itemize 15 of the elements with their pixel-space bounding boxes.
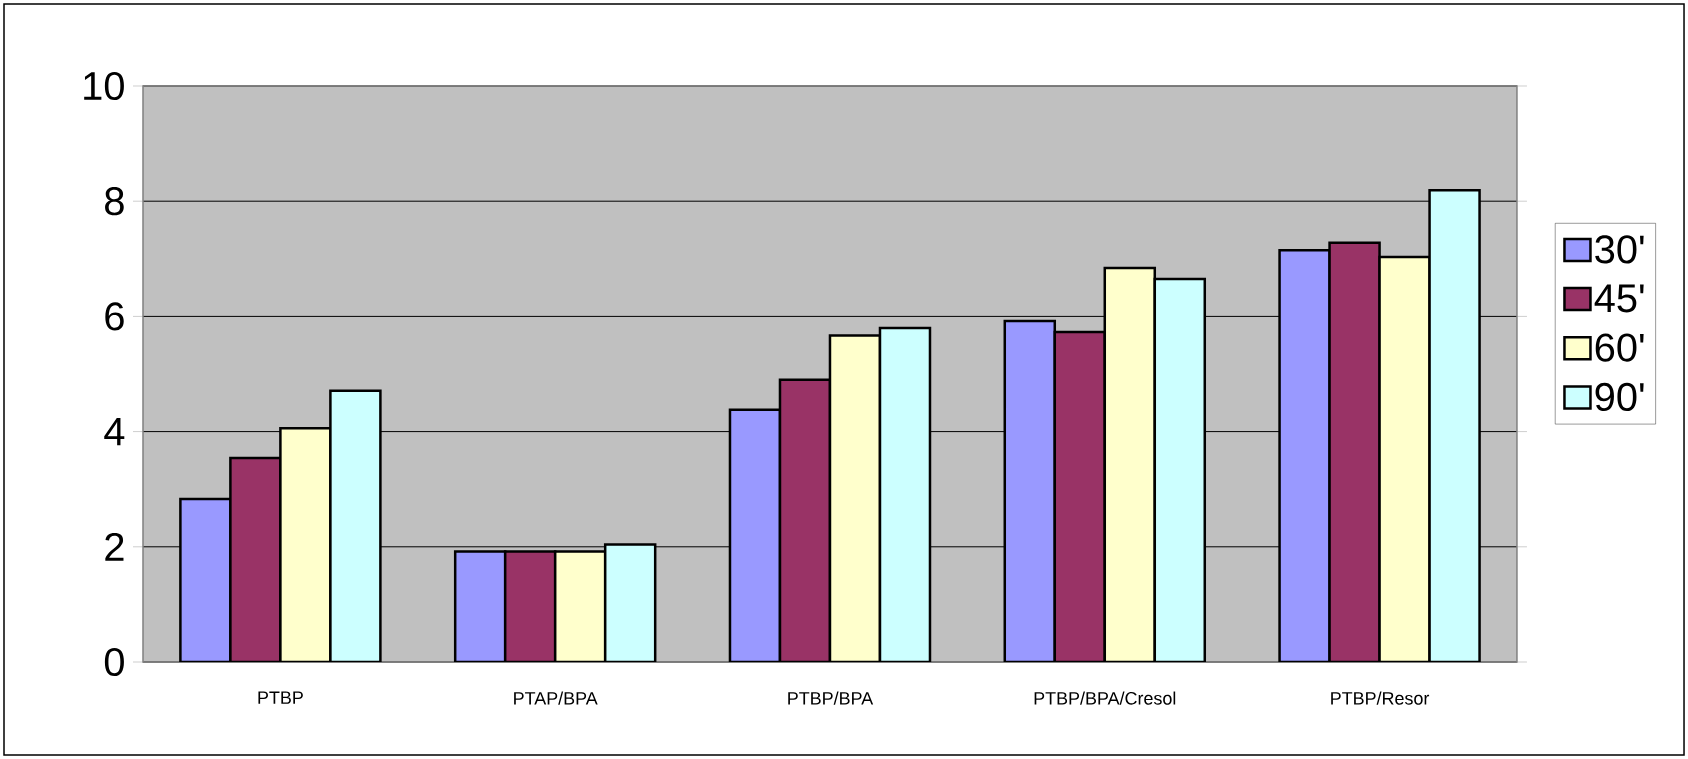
y-tick-label: 8 <box>105 187 124 216</box>
y-tick-label: 2 <box>105 532 124 561</box>
legend-label: 90' <box>1595 382 1644 411</box>
x-tick-label: PTBP/Resor <box>1331 691 1430 705</box>
x-tick-label: PTBP/BPA <box>788 691 874 705</box>
x-tick-label: PTBP/BPA/Cresol <box>1034 691 1176 705</box>
legend-label: 30' <box>1595 235 1644 264</box>
legend-label: 45' <box>1594 284 1644 313</box>
x-tick-label: PTBP <box>258 691 303 704</box>
y-tick-label: 10 <box>84 71 124 101</box>
y-tick-label: 6 <box>105 302 124 331</box>
y-tick-label: 4 <box>104 417 125 446</box>
legend-label: 60' <box>1595 333 1644 362</box>
x-tick-label: PTAP/BPA <box>514 691 598 705</box>
y-tick-label: 0 <box>104 647 124 677</box>
